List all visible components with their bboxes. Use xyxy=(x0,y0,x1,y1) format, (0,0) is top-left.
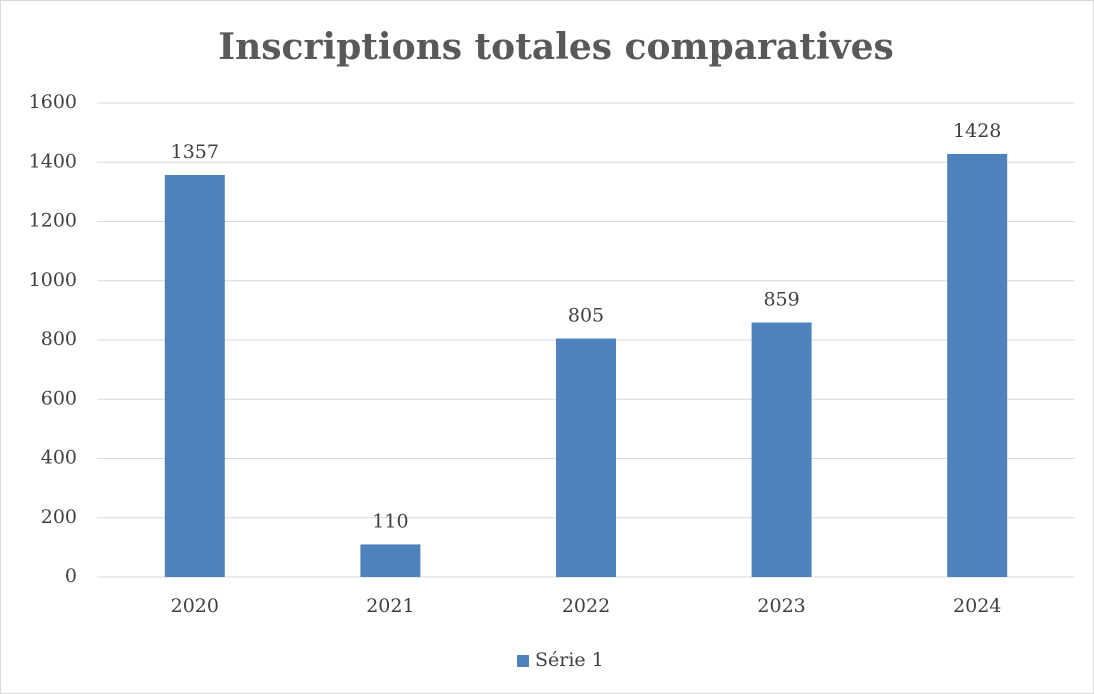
bar xyxy=(751,322,812,577)
y-tick-label: 1400 xyxy=(29,150,77,172)
bar xyxy=(556,338,616,577)
y-tick-label: 0 xyxy=(65,565,77,587)
chart-title: Inscriptions totales comparatives xyxy=(218,26,894,68)
x-tick-label: 2023 xyxy=(757,595,805,617)
y-tick-label: 1200 xyxy=(29,210,77,232)
legend-label: Série 1 xyxy=(535,649,604,671)
x-tick-label: 2022 xyxy=(562,595,610,617)
y-tick-label: 600 xyxy=(41,387,77,409)
y-tick-label: 200 xyxy=(41,506,77,528)
data-label: 805 xyxy=(568,305,604,327)
data-label: 110 xyxy=(372,510,408,532)
legend-swatch xyxy=(517,655,529,667)
bar xyxy=(164,174,225,577)
x-tick-label: 2024 xyxy=(953,595,1001,617)
y-tick-label: 1600 xyxy=(29,91,77,113)
bar xyxy=(360,544,421,577)
x-tick-label: 2020 xyxy=(171,595,219,617)
y-tick-label: 800 xyxy=(41,328,77,350)
bar xyxy=(947,153,1008,577)
data-label: 859 xyxy=(763,289,799,311)
data-label: 1428 xyxy=(953,120,1001,142)
data-label: 1357 xyxy=(171,141,219,163)
y-tick-label: 1000 xyxy=(29,269,77,291)
y-tick-label: 400 xyxy=(41,447,77,469)
x-tick-label: 2021 xyxy=(366,595,414,617)
